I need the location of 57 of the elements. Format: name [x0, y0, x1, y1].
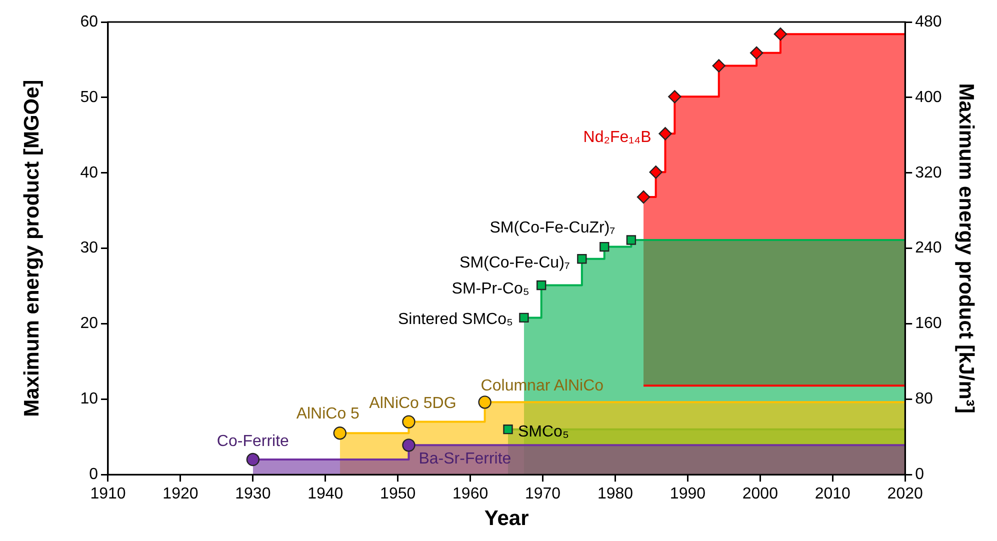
x-tick-label: 1990 [670, 486, 706, 503]
point [750, 46, 764, 60]
x-tick-label: 2020 [887, 486, 924, 503]
x-tick-label: 1920 [162, 486, 198, 503]
annotation: SM(Co-Fe-CuZr)₇ [490, 219, 616, 236]
x-tick-label: 1940 [308, 486, 344, 503]
annotation: AlNiCo 5DG [369, 395, 456, 412]
y-tick-label: 60 [80, 13, 98, 30]
y2-axis-title: Maximum energy product [kJ/m³] [954, 83, 978, 414]
point [478, 396, 492, 409]
x-axis-title: Year [484, 507, 529, 530]
point [649, 166, 662, 179]
annotation: Ba-Sr-Ferrite [418, 450, 512, 468]
point [668, 90, 682, 104]
y-tick-label: 10 [80, 390, 98, 408]
y2-tick-label: 320 [915, 164, 942, 182]
x-tick-label: 1970 [524, 486, 561, 503]
point [536, 280, 546, 290]
point [626, 235, 636, 245]
y2-tick-label: 80 [915, 390, 934, 408]
annotation: Co-Ferrite [216, 432, 290, 450]
point [774, 27, 788, 41]
annotation: SMCo₅ [518, 424, 569, 441]
y-tick-label: 40 [80, 164, 98, 182]
annotation: SM-Pr-Co₅ [452, 280, 530, 298]
point [658, 127, 672, 140]
point [636, 190, 650, 204]
point [402, 415, 416, 428]
y2-tick-label: 480 [915, 13, 942, 30]
annotation: SM(Co-Fe-Cu)₇ [460, 254, 570, 272]
annotation: AlNiCo 5 [296, 406, 360, 423]
point [333, 426, 346, 440]
y-tick-label: 50 [80, 88, 98, 106]
point [402, 438, 416, 452]
annotation: Sintered SMCo₅ [398, 311, 513, 328]
x-tick-label: 1960 [452, 486, 488, 503]
y2-tick-label: 0 [915, 466, 924, 484]
point [519, 312, 529, 323]
y-tick-label: 30 [80, 240, 98, 257]
annotation: Nd₂Fe₁₄B [583, 129, 652, 146]
point [503, 424, 513, 434]
y-tick-label: 20 [80, 315, 98, 332]
x-tick-label: 1950 [380, 486, 416, 503]
y-axis-title: Maximum energy product [MGOe] [20, 80, 44, 417]
x-tick-label: 2000 [742, 486, 778, 503]
point [712, 59, 726, 72]
point [246, 452, 260, 466]
y-tick-label: 0 [89, 466, 98, 484]
x-tick-label: 1910 [90, 486, 126, 503]
x-tick-label: 1980 [597, 486, 634, 503]
y2-tick-label: 400 [915, 88, 942, 106]
point [577, 254, 587, 264]
x-tick-label: 1930 [235, 486, 271, 503]
point [600, 242, 610, 252]
y2-tick-label: 240 [915, 240, 942, 257]
y2-tick-label: 160 [915, 315, 942, 332]
x-tick-label: 2010 [814, 486, 851, 503]
